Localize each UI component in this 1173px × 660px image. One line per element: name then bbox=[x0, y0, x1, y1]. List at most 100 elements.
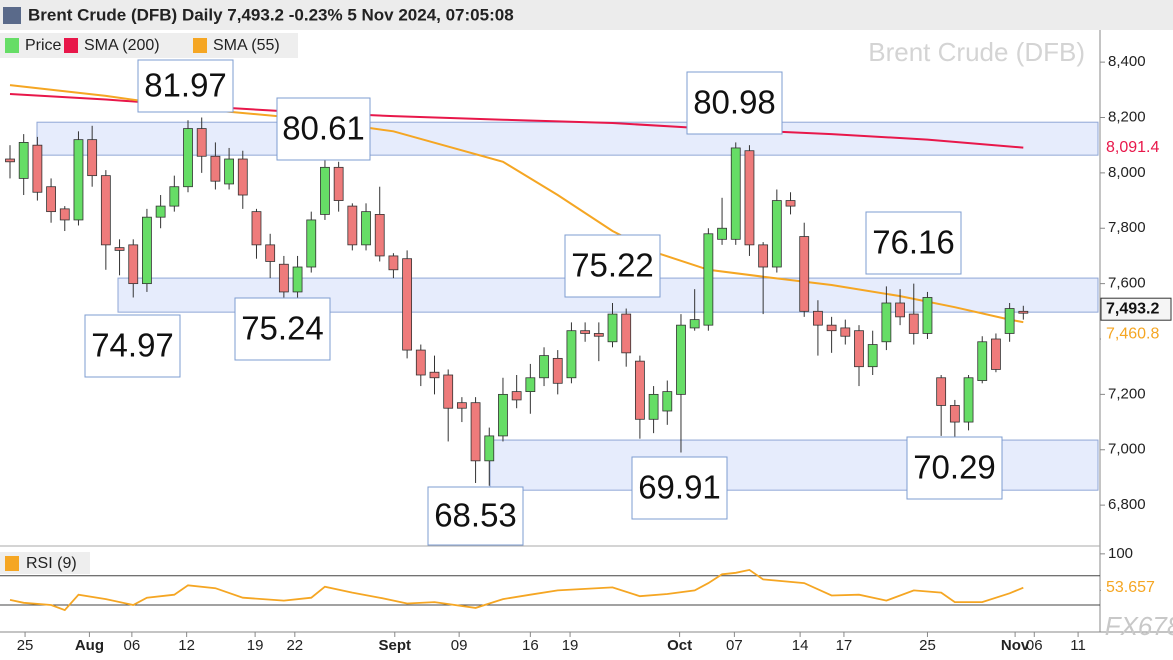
last-value-label: 8,091.4 bbox=[1106, 139, 1159, 156]
legend-swatch bbox=[5, 38, 19, 53]
x-tick-label: 12 bbox=[178, 637, 195, 654]
candle-body bbox=[320, 166, 330, 215]
y-tick-label: 100 bbox=[1108, 545, 1133, 562]
last-value-box bbox=[1100, 297, 1172, 321]
annotation-label: 74.97 bbox=[91, 327, 174, 364]
candle-body bbox=[648, 393, 659, 420]
candle-body bbox=[429, 371, 440, 379]
chart-title: Brent Crude (DFB) Daily 7,493.2 -0.23% 5… bbox=[28, 5, 514, 24]
y-tick-label: 7,200 bbox=[1108, 385, 1146, 402]
candle-body bbox=[1018, 310, 1029, 314]
x-tick-label: Aug bbox=[75, 637, 104, 654]
candle-body bbox=[854, 330, 864, 368]
candle-body bbox=[552, 357, 563, 384]
x-tick-label: 11 bbox=[1070, 637, 1086, 654]
candle-body bbox=[32, 144, 43, 193]
header-bar bbox=[0, 0, 1173, 30]
candle-body bbox=[717, 227, 727, 240]
candle-body bbox=[114, 247, 125, 251]
annotation-box bbox=[906, 436, 1003, 500]
candle-body bbox=[771, 200, 782, 268]
candle-body bbox=[566, 330, 577, 379]
candle-body bbox=[744, 150, 755, 246]
support-zone bbox=[36, 121, 1099, 156]
candle-body bbox=[525, 377, 536, 393]
legend-bg bbox=[0, 552, 90, 574]
legend-label: Price bbox=[25, 37, 62, 54]
last-value-box bbox=[1101, 576, 1171, 599]
annotation-box bbox=[564, 234, 661, 298]
candle-body bbox=[676, 324, 686, 395]
legend-bg bbox=[0, 33, 298, 58]
x-tick-label: 07 bbox=[726, 637, 743, 654]
candle-body bbox=[539, 355, 549, 379]
candle-body bbox=[799, 236, 810, 312]
candle-body bbox=[196, 128, 207, 157]
annotation-box bbox=[427, 486, 524, 546]
legend-swatch bbox=[5, 556, 19, 571]
candle-body bbox=[374, 214, 385, 257]
candle-body bbox=[169, 186, 180, 207]
candle-body bbox=[347, 205, 358, 246]
candle-body bbox=[785, 200, 796, 207]
y-tick-label: 8,400 bbox=[1108, 53, 1146, 70]
watermark: Brent Crude (DFB) bbox=[868, 37, 1085, 67]
y-tick-label: 8,200 bbox=[1108, 108, 1146, 125]
candle-body bbox=[593, 333, 604, 337]
x-tick-label: 06 bbox=[1026, 637, 1043, 654]
x-tick-label: 06 bbox=[124, 637, 141, 654]
candle-body bbox=[306, 219, 317, 268]
annotation-label: 80.98 bbox=[693, 84, 776, 121]
x-tick-label: Oct bbox=[667, 637, 692, 654]
candle-body bbox=[963, 377, 974, 423]
x-tick-label: 19 bbox=[247, 637, 264, 654]
annotation-label: 75.24 bbox=[241, 310, 324, 347]
logo bbox=[3, 7, 21, 24]
candle-body bbox=[292, 266, 303, 293]
candle-body bbox=[443, 374, 454, 409]
candle-body bbox=[634, 360, 645, 420]
candle-body bbox=[498, 393, 508, 437]
candle-body bbox=[265, 244, 276, 262]
candle-body bbox=[758, 244, 769, 268]
candle-body bbox=[402, 258, 413, 351]
candle-body bbox=[511, 391, 522, 401]
candle-body bbox=[210, 155, 221, 182]
candle-body bbox=[484, 435, 495, 462]
candle-body bbox=[580, 330, 591, 334]
candle-body bbox=[470, 402, 481, 462]
last-value-label: 7,493.2 bbox=[1106, 300, 1159, 317]
x-tick-label: 25 bbox=[17, 637, 34, 654]
candle-body bbox=[662, 391, 673, 412]
candle-body bbox=[949, 405, 960, 423]
candle-body bbox=[456, 402, 467, 409]
candle-body bbox=[813, 310, 823, 326]
x-tick-label: 17 bbox=[836, 637, 853, 654]
annotation-label: 76.16 bbox=[872, 224, 955, 261]
x-tick-label: 22 bbox=[286, 637, 303, 654]
annotation-label: 70.29 bbox=[913, 449, 996, 486]
watermark: FX678 bbox=[1105, 611, 1173, 641]
annotation-label: 80.61 bbox=[282, 110, 365, 147]
candle-body bbox=[224, 158, 234, 185]
candle-body bbox=[237, 158, 248, 196]
candle-body bbox=[128, 244, 139, 285]
candle-body bbox=[689, 319, 700, 329]
candle-body bbox=[333, 166, 344, 201]
y-tick-label: 6,800 bbox=[1108, 496, 1146, 513]
candle-body bbox=[607, 313, 618, 343]
y-tick-label: 7,000 bbox=[1108, 441, 1146, 458]
last-value-label: 7,460.8 bbox=[1106, 325, 1159, 342]
last-value-box bbox=[1101, 323, 1171, 346]
candle-body bbox=[936, 377, 947, 406]
last-value-box bbox=[1101, 136, 1171, 159]
candle-body bbox=[100, 175, 111, 246]
candle-body bbox=[388, 255, 399, 271]
support-zone bbox=[489, 439, 1099, 491]
candle-body bbox=[415, 349, 426, 376]
candle-body bbox=[730, 147, 741, 240]
y-tick-label: 7,800 bbox=[1108, 219, 1146, 236]
candle-body bbox=[881, 302, 892, 343]
